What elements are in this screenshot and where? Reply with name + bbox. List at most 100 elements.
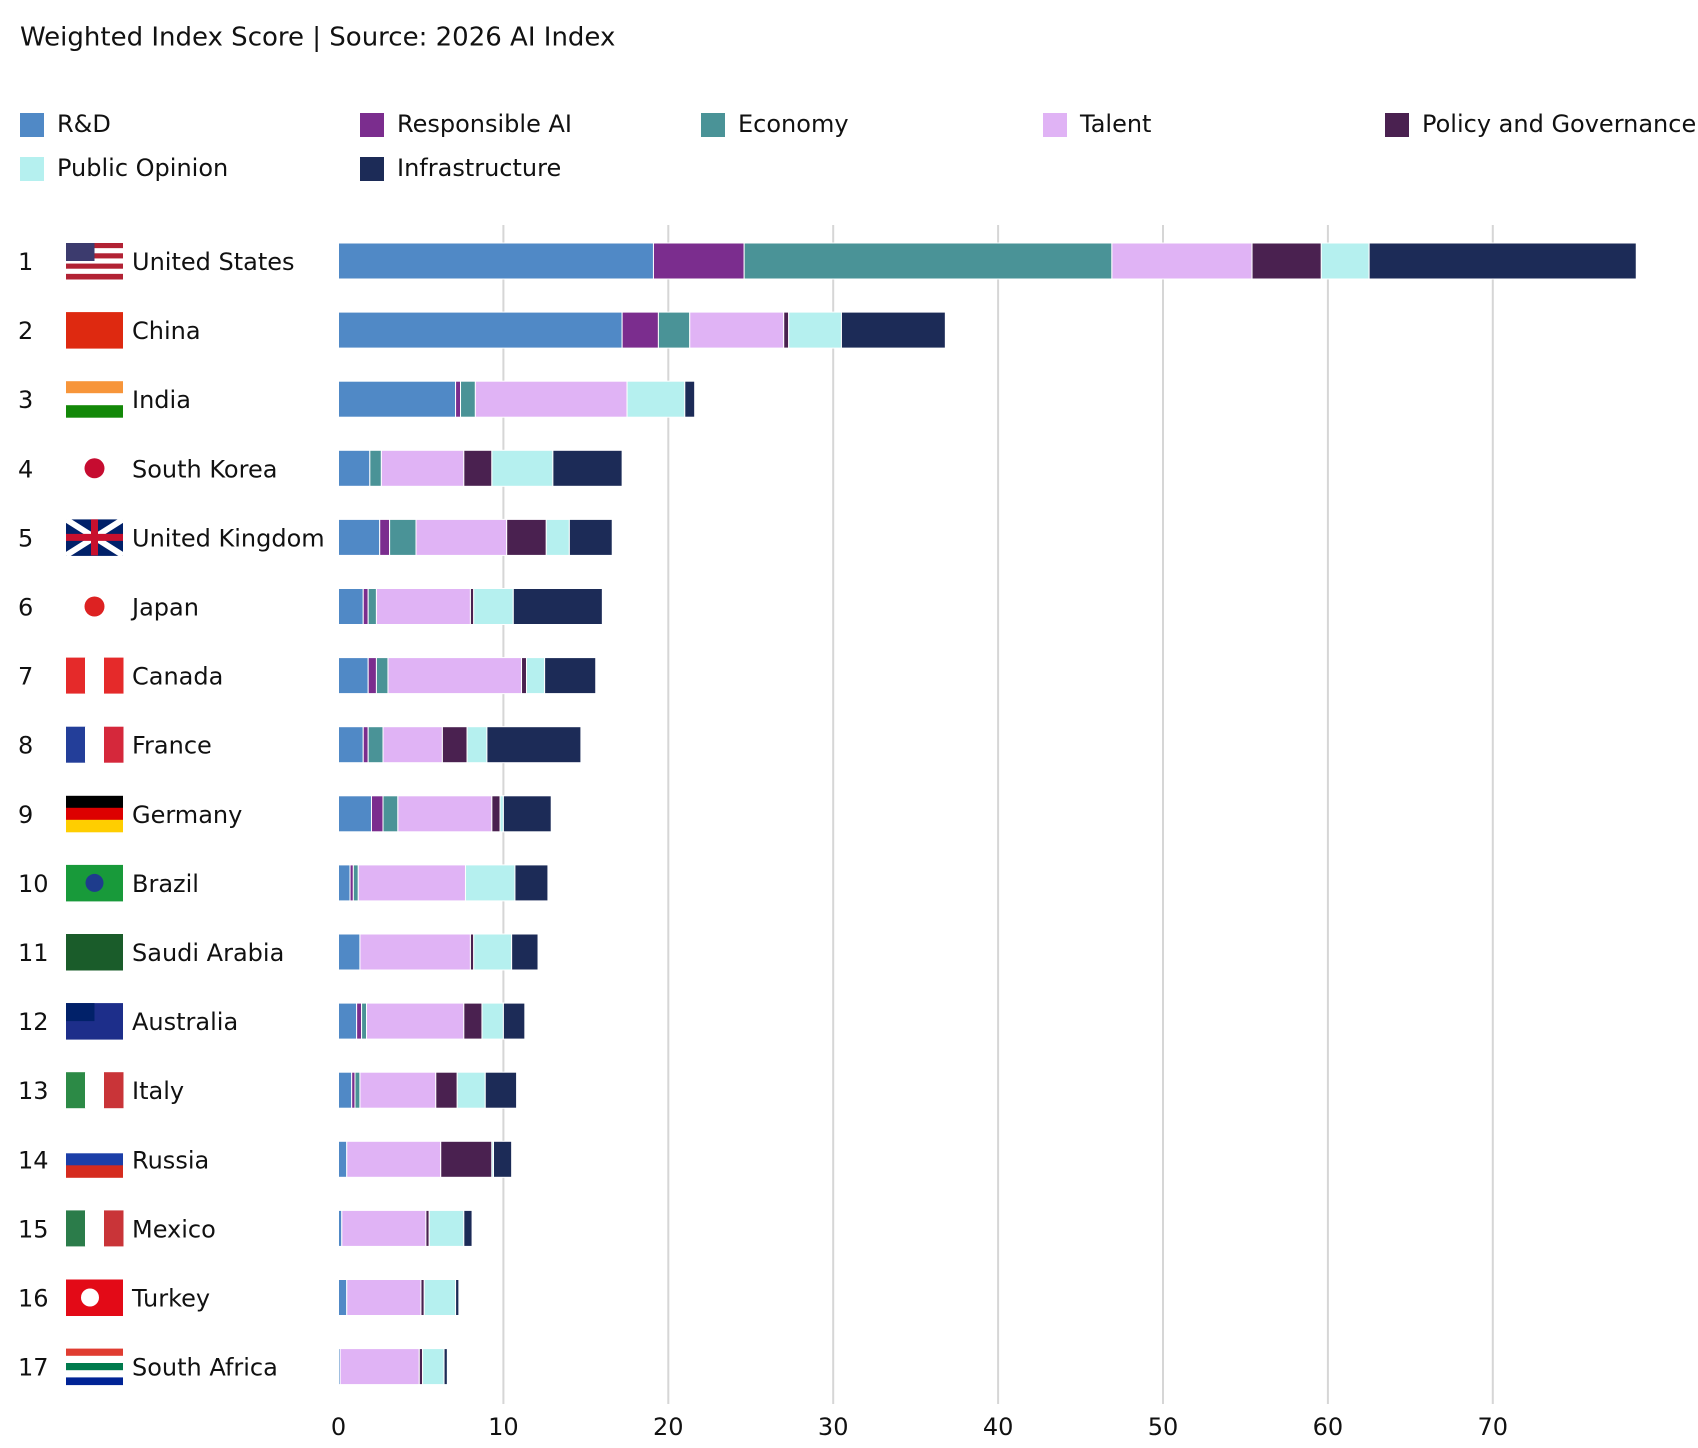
category-label: South Korea: [132, 455, 277, 483]
bar-segment: [397, 795, 493, 833]
bar-segment: [338, 380, 457, 418]
bar-segment: [514, 864, 549, 902]
bar-segment: [338, 933, 361, 971]
flag: [66, 819, 123, 833]
x-tick-label: 70: [1478, 1413, 1509, 1441]
flag: [66, 1377, 123, 1386]
rank-label: 12: [18, 1008, 49, 1036]
category-label: Australia: [132, 1008, 238, 1036]
legend-swatch: [701, 113, 725, 137]
category-label: Germany: [132, 801, 242, 829]
legend-swatch: [1385, 113, 1409, 137]
rank-label: 6: [18, 594, 33, 622]
flag: [66, 726, 86, 763]
category-label: Russia: [132, 1146, 209, 1174]
legend-swatch: [360, 113, 384, 137]
category-label: Turkey: [131, 1285, 210, 1313]
bar-segment: [367, 657, 377, 695]
bar-segment: [456, 1071, 486, 1109]
flag: [84, 458, 105, 479]
legend-label: R&D: [57, 110, 111, 138]
bar-segment: [783, 311, 790, 349]
flag: [85, 726, 105, 763]
bar-segment: [484, 1071, 518, 1109]
bar-segment: [840, 311, 946, 349]
bar-segment: [486, 726, 582, 764]
flag: [84, 596, 105, 617]
bar-segment: [369, 449, 382, 487]
rank-label: 10: [18, 870, 49, 898]
bar-segment: [481, 1002, 504, 1040]
bar-segment: [339, 1348, 420, 1386]
bar-segment: [375, 588, 471, 625]
bar-segment: [525, 657, 546, 695]
flag: [85, 657, 105, 694]
bar-segment: [512, 588, 603, 625]
rank-label: 13: [18, 1077, 49, 1105]
rank-label: 7: [18, 663, 33, 691]
category-label: South Africa: [132, 1354, 278, 1382]
bar-segment: [502, 1002, 526, 1040]
flag: [66, 934, 123, 971]
bar-segment: [491, 795, 501, 833]
x-tick-label: 20: [653, 1413, 684, 1441]
bar-segment: [338, 657, 369, 695]
flag: [104, 726, 124, 763]
rank-label: 5: [18, 524, 33, 552]
x-tick-label: 40: [983, 1413, 1014, 1441]
bar-segment: [473, 933, 513, 971]
bar-segment: [506, 518, 547, 556]
bar-segment: [1251, 242, 1322, 280]
category-label: Italy: [132, 1077, 184, 1105]
rank-label: 9: [18, 801, 33, 829]
flag: [66, 657, 86, 694]
flag: [104, 1210, 124, 1247]
flag: [66, 1363, 123, 1371]
rank-label: 8: [18, 732, 33, 760]
bar-segment: [341, 1209, 427, 1247]
bar-segment: [380, 449, 465, 487]
x-tick-label: 10: [488, 1413, 519, 1441]
rank-label: 14: [18, 1146, 49, 1174]
legend-label: Public Opinion: [57, 154, 228, 182]
flag: [85, 1210, 105, 1247]
bar-segment: [466, 726, 488, 764]
bar-segment: [338, 518, 381, 556]
bar-segment: [338, 242, 654, 280]
bar-segment: [423, 1279, 457, 1316]
legend-swatch: [360, 157, 384, 181]
legend-label: Economy: [738, 110, 849, 138]
bar-segment: [788, 311, 842, 349]
bar-segment: [568, 518, 613, 556]
bar-segment: [338, 311, 623, 349]
bar-segment: [366, 1002, 465, 1040]
legend-label: Responsible AI: [397, 110, 572, 138]
x-tick-label: 0: [331, 1413, 346, 1441]
bar-segment: [415, 518, 508, 556]
bar-segment: [440, 1140, 493, 1178]
flag: [104, 1072, 124, 1109]
category-label: United States: [132, 248, 295, 276]
bar-segment: [422, 1348, 445, 1386]
bar-segment: [463, 1209, 473, 1247]
flag: [66, 1153, 123, 1166]
bar-segment: [463, 1002, 483, 1040]
bar-segment: [474, 380, 628, 418]
bar-segment: [521, 657, 527, 695]
legend-label: Infrastructure: [397, 154, 561, 182]
bar-segment: [346, 1279, 422, 1316]
flag: [85, 1072, 105, 1109]
category-label: Brazil: [132, 870, 199, 898]
legend-swatch: [20, 157, 44, 181]
legend-swatch: [20, 113, 44, 137]
bar-segment: [493, 1140, 513, 1178]
bar-segment: [684, 380, 696, 418]
bar-segment: [443, 1348, 448, 1386]
bar-segment: [356, 1002, 363, 1040]
rank-label: 2: [18, 317, 33, 345]
rank-label: 15: [18, 1215, 49, 1243]
bar-segment: [389, 518, 417, 556]
bar-segment: [552, 449, 623, 487]
bar-segment: [338, 864, 351, 902]
bar-segment: [338, 1279, 348, 1316]
